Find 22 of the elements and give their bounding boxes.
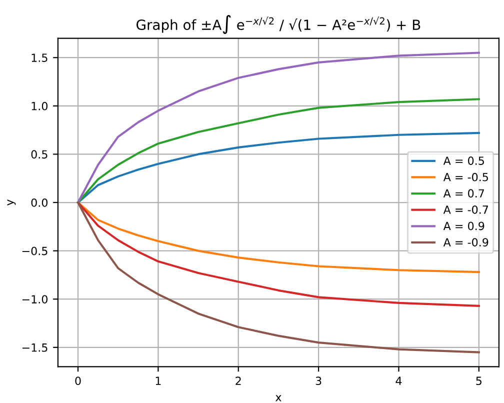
x-tick-label: 0 bbox=[75, 376, 81, 386]
x-tick-label: 2 bbox=[236, 376, 241, 385]
y-tick-label: −0.5 bbox=[22, 246, 48, 256]
y-tick-label: 1.0 bbox=[32, 102, 48, 110]
x-tick-label: 5 bbox=[476, 376, 482, 386]
legend-label: A = -0.9 bbox=[443, 238, 488, 247]
legend-label: A = 0.9 bbox=[443, 222, 484, 230]
x-tick-label: 4 bbox=[396, 376, 402, 385]
x-tick-label: 3 bbox=[316, 376, 322, 386]
x-axis-title: x bbox=[275, 395, 282, 402]
y-tick-label: −1.0 bbox=[22, 295, 48, 304]
legend-label: A = -0.5 bbox=[443, 172, 488, 182]
x-tick-label: 1 bbox=[156, 376, 161, 385]
legend-label: A = 0.7 bbox=[443, 189, 484, 198]
y-tick-label: 1.5 bbox=[32, 54, 48, 62]
legend-label: A = 0.5 bbox=[443, 156, 484, 165]
y-tick-label: 0.0 bbox=[31, 198, 48, 207]
y-tick-label: 0.5 bbox=[31, 150, 48, 159]
chart-title: Graph of ±A∫ e$^{−x/√2}$ / √(1 − A²e$^{−x/√2}$) + B bbox=[136, 14, 420, 34]
legend-label: A = -0.7 bbox=[443, 205, 488, 214]
y-axis-title: y bbox=[7, 200, 16, 206]
y-tick-label: −1.5 bbox=[22, 344, 48, 352]
